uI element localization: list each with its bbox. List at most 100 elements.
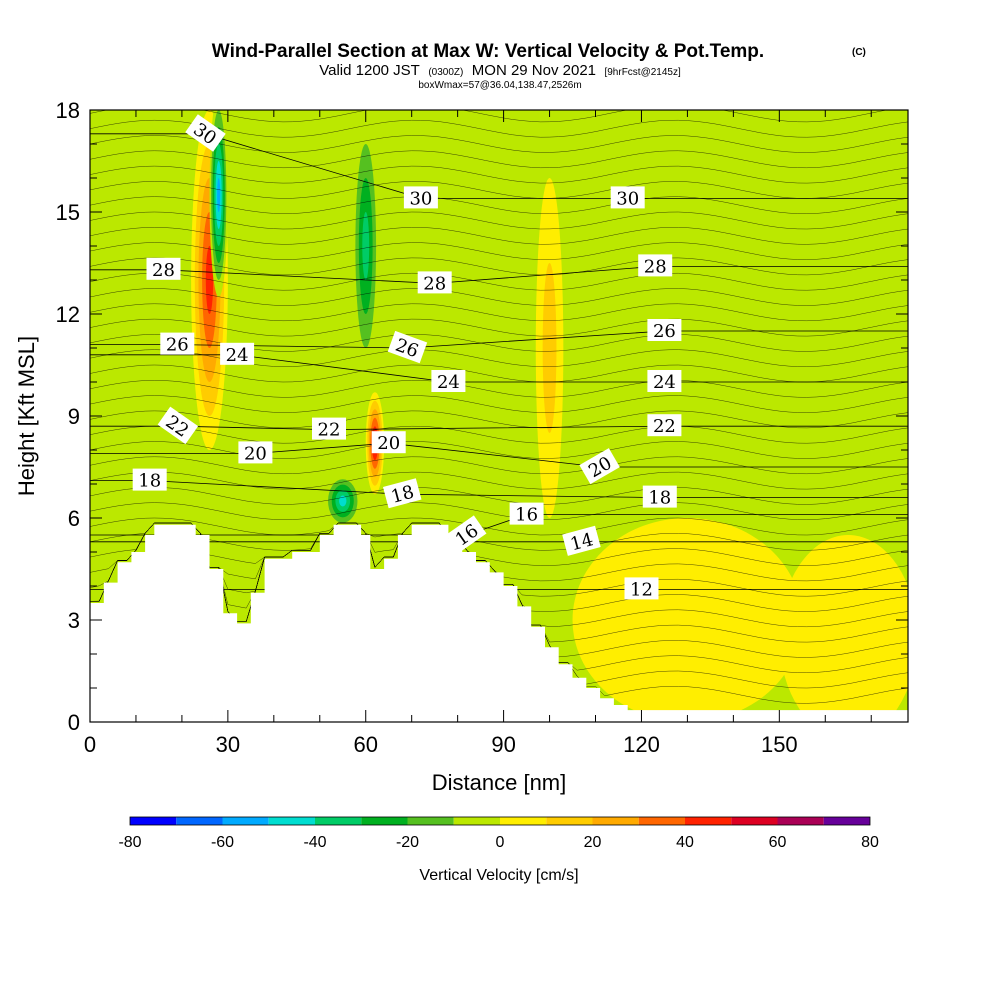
colorbar-tick-label: 40	[676, 834, 694, 851]
velocity-band	[205, 246, 214, 314]
theta-isentrope	[90, 395, 908, 413]
theta-isentrope	[90, 272, 908, 291]
colorbar-swatch	[268, 817, 315, 825]
theta-label-box	[638, 254, 673, 277]
theta-isentrope	[90, 227, 908, 245]
theta-label-box	[579, 448, 620, 485]
theta-label-box	[445, 515, 487, 553]
theta-isentrope	[90, 487, 908, 505]
y-tick-label: 18	[56, 98, 80, 123]
theta-label-box	[185, 114, 226, 152]
theta-label-box	[382, 478, 422, 509]
theta-isentrope	[90, 135, 908, 153]
theta-isentrope	[90, 110, 888, 123]
theta-label-text: 24	[653, 372, 676, 393]
theta-label-box	[371, 431, 406, 454]
theta-label-text: 18	[648, 488, 671, 509]
velocity-feature	[572, 518, 803, 722]
theta-label-box	[157, 406, 199, 445]
theta-label-box	[610, 186, 645, 209]
theta-label-box	[417, 271, 452, 294]
theta-label-text: 26	[653, 321, 676, 342]
theta-label: 16	[509, 502, 544, 526]
x-tick-label: 150	[761, 732, 798, 757]
theta-label: 28	[146, 257, 181, 281]
colorbar-tick-label: -60	[211, 834, 234, 851]
theta-isentrope	[90, 119, 908, 138]
theta-isentrope	[90, 257, 908, 276]
theta-label-box	[647, 414, 682, 437]
theta-label: 28	[417, 271, 452, 294]
chart-title: Wind-Parallel Section at Max W: Vertical…	[212, 41, 764, 62]
colorbar-swatch	[638, 817, 685, 825]
colorbar-tick-label: 60	[769, 834, 787, 851]
theta-isentrope	[90, 410, 908, 429]
chart-title-mark: (C)	[852, 47, 866, 58]
y-tick-label: 9	[68, 404, 80, 429]
colorbar-tick-label: -80	[118, 834, 141, 851]
theta-isentrope	[90, 318, 908, 337]
theta-isentrope	[90, 502, 908, 520]
theta-label-box	[431, 370, 466, 392]
theta-label-text: 30	[409, 188, 432, 209]
y-tick-label: 3	[68, 608, 80, 633]
theta-label-box	[509, 502, 544, 525]
velocity-band	[542, 263, 557, 433]
theta-isentrope	[90, 364, 908, 383]
theta-label: 24	[431, 370, 466, 393]
theta-isentrope	[90, 303, 908, 322]
terrain-polygon	[90, 524, 908, 722]
colorbar-swatch	[176, 817, 223, 825]
theta-label-box	[312, 417, 346, 440]
theta-label: 30	[403, 186, 438, 209]
theta-label-text: 24	[226, 345, 249, 366]
velocity-feature	[779, 535, 908, 722]
theta-label: 28	[638, 254, 673, 277]
velocity-band	[217, 178, 221, 212]
theta-label-text: 22	[653, 416, 676, 437]
theta-label-text: 28	[644, 256, 667, 277]
theta-label-box	[562, 525, 601, 556]
x-axis-label: Distance [nm]	[432, 770, 567, 795]
velocity-band	[572, 518, 803, 722]
velocity-band	[339, 495, 347, 507]
theta-isentrope	[90, 441, 908, 459]
theta-label: 20	[371, 431, 406, 454]
colorbar-swatch	[777, 817, 824, 825]
theta-label-box	[146, 257, 181, 280]
colorbar-frame	[129, 816, 871, 826]
colorbar-swatch	[731, 817, 778, 825]
theta-label-text: 28	[423, 273, 446, 294]
subtitle-valid: Valid 1200 JST	[319, 62, 420, 79]
theta-label: 26	[160, 332, 195, 356]
theta-label-box	[403, 186, 438, 209]
theta-label-box	[160, 332, 195, 355]
theta-label: 18	[642, 485, 677, 509]
theta-label: 26	[647, 319, 682, 342]
theta-label: 18	[132, 468, 167, 492]
colorbar-label: Vertical Velocity [cm/s]	[419, 867, 578, 884]
theta-isentrope	[90, 242, 908, 260]
colorbar-swatch	[315, 817, 362, 825]
theta-label-text: 26	[166, 335, 189, 356]
theta-label-box	[238, 441, 273, 464]
theta-label-box	[387, 330, 428, 364]
velocity-band	[362, 212, 370, 280]
theta-label-box	[647, 370, 682, 392]
velocity-feature	[209, 110, 228, 297]
colorbar-swatch	[407, 817, 454, 825]
theta-label-box	[132, 468, 167, 491]
theta-label-text: 20	[377, 433, 400, 454]
colorbar-swatch	[130, 817, 177, 825]
colorbar-swatch	[592, 817, 639, 825]
x-tick-label: 60	[353, 732, 377, 757]
terrain-mask	[90, 524, 908, 722]
theta-label: 22	[312, 417, 346, 441]
theta-isentrope	[90, 517, 908, 536]
colorbar-swatch	[500, 817, 547, 825]
theta-isentrope	[90, 522, 908, 551]
y-axis-label: Height [Kft MSL]	[14, 336, 39, 496]
theta-label-text: 24	[437, 372, 460, 393]
colorbar-swatch	[361, 817, 408, 825]
theta-isentrope	[90, 165, 908, 184]
